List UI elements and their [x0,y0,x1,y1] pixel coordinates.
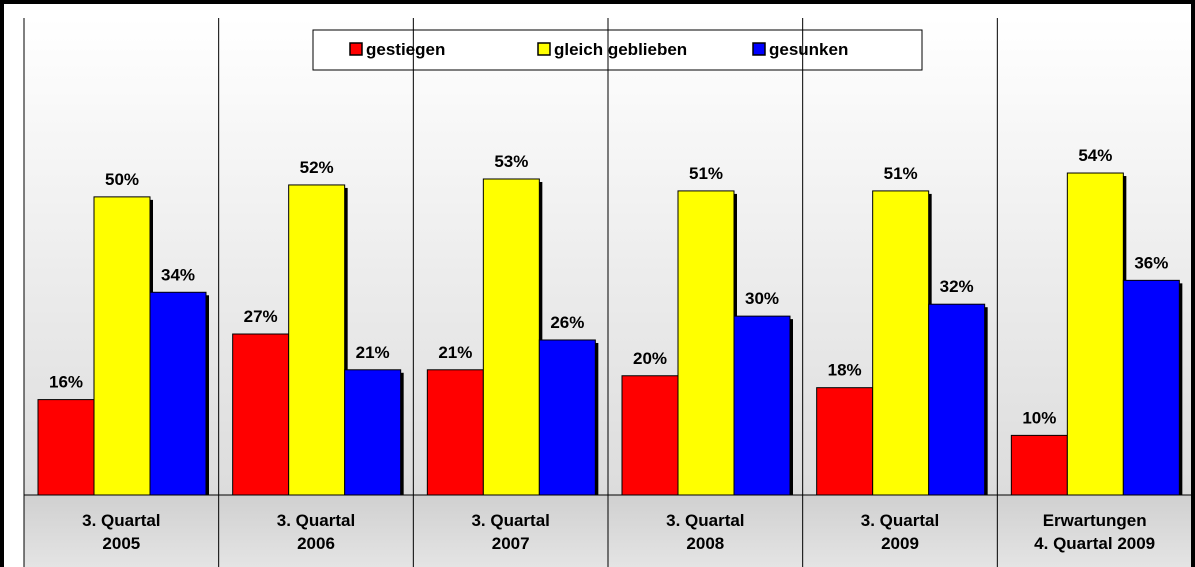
bar [482,178,540,496]
x-tick-line: 3. Quartal [277,511,355,530]
x-tick-label: Erwartungen 4. Quartal 2009 [1034,511,1155,553]
legend: gestiegen gleich geblieben gesunken [312,29,923,71]
bar [232,333,290,496]
legend-box [312,29,923,71]
data-label: 21% [438,343,472,362]
x-tick-line: 2009 [881,534,919,553]
data-label: 36% [1134,253,1168,272]
data-label: 50% [105,170,139,189]
data-label: 51% [884,164,918,183]
x-tick-label: 3. Quartal 2006 [277,511,355,553]
data-label: 30% [745,289,779,308]
x-tick-line: 2005 [102,534,140,553]
legend-swatch [752,42,766,56]
data-label: 16% [49,373,83,392]
bar [149,291,207,496]
x-tick-line: 3. Quartal [861,511,939,530]
bar [288,184,346,496]
bar [733,315,791,496]
data-label: 20% [633,349,667,368]
bar [928,303,986,496]
x-tick-line: 2008 [686,534,724,553]
x-tick-line: Erwartungen [1043,511,1147,530]
bar [426,369,484,496]
x-tick-label: 3. Quartal 2005 [82,511,160,553]
x-tick-label: 3. Quartal 2008 [666,511,744,553]
data-label: 27% [244,307,278,326]
data-label: 10% [1022,408,1056,427]
bar [872,190,930,496]
data-label: 34% [161,265,195,284]
x-tick-line: 3. Quartal [82,511,160,530]
data-label: 51% [689,164,723,183]
data-label: 54% [1078,146,1112,165]
bar [344,369,402,496]
data-label: 53% [494,152,528,171]
legend-label: gestiegen [366,40,445,59]
legend-swatch [537,42,551,56]
bar [816,387,874,496]
bar [37,399,95,496]
bar [93,196,151,496]
x-tick-label: 3. Quartal 2007 [471,511,549,553]
bar [538,339,596,496]
x-tick-line: 3. Quartal [666,511,744,530]
data-label: 52% [300,158,334,177]
legend-label: gleich geblieben [554,40,687,59]
bar [1122,279,1180,496]
data-label: 32% [940,277,974,296]
x-tick-line: 4. Quartal 2009 [1034,534,1155,553]
bar [1010,434,1068,496]
bar [621,375,679,496]
data-label: 21% [356,343,390,362]
bar [1066,172,1124,496]
data-label: 18% [828,361,862,380]
x-tick-line: 2006 [297,534,335,553]
legend-label: gesunken [769,40,848,59]
x-tick-line: 3. Quartal [471,511,549,530]
x-tick-label: 3. Quartal 2009 [861,511,939,553]
legend-swatch [349,42,363,56]
bar [677,190,735,496]
data-label: 26% [550,313,584,332]
x-tick-line: 2007 [492,534,530,553]
